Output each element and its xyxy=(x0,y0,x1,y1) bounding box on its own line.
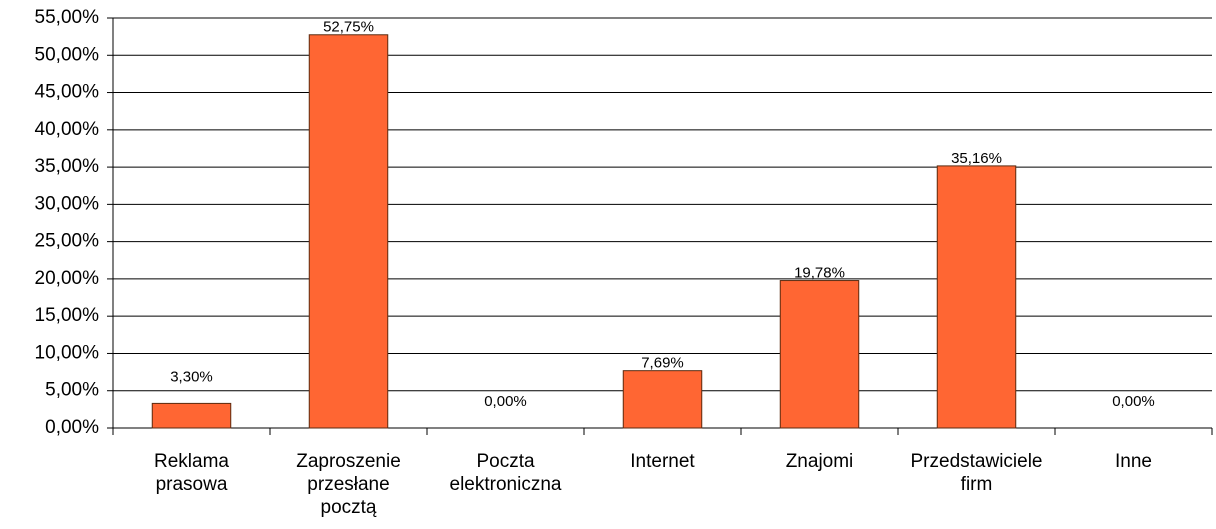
y-tick-label: 25,00% xyxy=(35,231,100,252)
data-label: 35,16% xyxy=(951,150,1002,167)
x-tick-label: Inne xyxy=(1115,451,1152,472)
y-tick-label: 20,00% xyxy=(35,268,100,289)
data-label: 19,78% xyxy=(794,265,845,282)
y-tick-label: 30,00% xyxy=(35,193,100,214)
data-label: 52,75% xyxy=(323,19,374,36)
y-tick-label: 15,00% xyxy=(35,305,100,326)
data-label: 0,00% xyxy=(484,393,527,410)
bar xyxy=(151,402,232,429)
data-label: 0,00% xyxy=(1112,393,1155,410)
y-tick-label: 35,00% xyxy=(35,156,100,177)
bar xyxy=(622,370,703,429)
y-tick-label: 5,00% xyxy=(45,380,99,401)
y-tick-label: 0,00% xyxy=(45,417,99,438)
data-label: 3,30% xyxy=(170,368,213,385)
x-tick-label: Przedstawiciele firm xyxy=(910,451,1043,495)
x-tick-label: Internet xyxy=(630,451,695,472)
x-tick-label: Reklama prasowa xyxy=(154,451,229,495)
data-label: 7,69% xyxy=(641,355,684,372)
y-tick-label: 40,00% xyxy=(35,119,100,140)
y-tick-label: 50,00% xyxy=(35,44,100,65)
y-tick-label: 45,00% xyxy=(35,82,100,103)
bar xyxy=(779,280,860,429)
y-tick-label: 10,00% xyxy=(35,342,100,363)
x-tick-label: Poczta elektroniczna xyxy=(449,451,562,495)
bar xyxy=(936,165,1017,429)
y-tick-label: 55,00% xyxy=(35,7,100,28)
bar xyxy=(308,34,389,429)
x-tick-label: Zaproszenie przesłane pocztą xyxy=(296,451,401,518)
x-tick-label: Znajomi xyxy=(785,451,854,472)
